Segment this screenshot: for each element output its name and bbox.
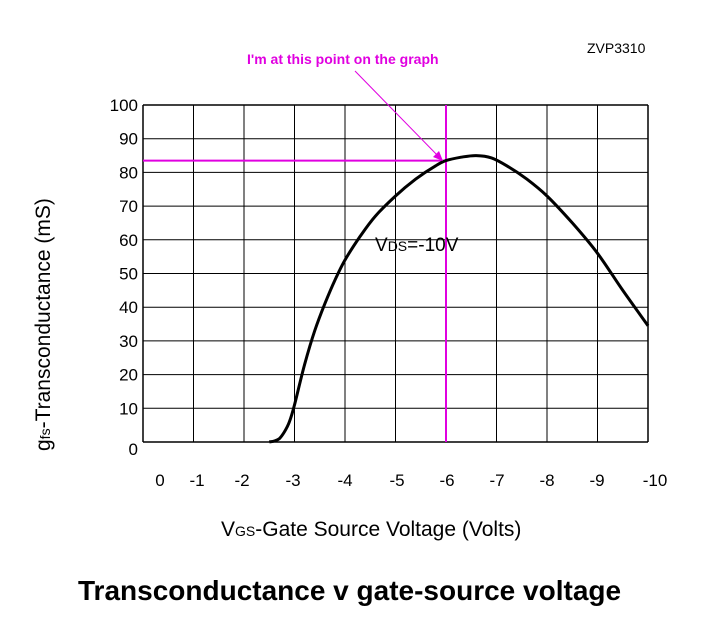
y-tick-label: 20 [119,366,138,385]
x-tick-label: -6 [439,471,454,490]
x-axis-label: VGS-Gate Source Voltage (Volts) [221,518,521,541]
y-axis-label: gfs-Transconductance (mS) [32,198,55,451]
y-tick-label: 100 [110,96,138,115]
annotation-arrowhead [433,151,443,161]
x-tick-label: -7 [489,471,504,490]
y-tick-label: 90 [119,130,138,149]
y-tick-label: 0 [129,440,138,459]
y-tick-label: 80 [119,163,138,182]
x-tick-label: -3 [285,471,300,490]
y-tick-label: 60 [119,231,138,250]
y-tick-label: 70 [119,197,138,216]
x-tick-label: -10 [643,471,668,490]
x-tick-label: -9 [589,471,604,490]
series-label: VDS=-10V [375,235,459,256]
tick-labels: 0 -1 -2 -3 -4 -5 -6 -7 -8 -9 -10 0 10 20 30 40 50 60 70 80 9… [110,96,668,490]
annotation-text: I'm at this point on the graph [247,51,439,67]
y-tick-label: 50 [119,265,138,284]
x-tick-label: -5 [389,471,404,490]
x-tick-label: -2 [234,471,249,490]
y-tick-label: 40 [119,298,138,317]
x-tick-label: -1 [189,471,204,490]
x-tick-label: 0 [155,471,164,490]
chart-title: Transconductance v gate-source voltage [78,575,621,606]
series-line-vds-10v [268,154,650,444]
x-tick-label: -4 [337,471,352,490]
y-tick-label: 30 [119,332,138,351]
x-tick-label: -8 [539,471,554,490]
plot-grid [142,104,649,443]
part-number: ZVP3310 [587,40,646,56]
annotation-arrow [354,70,442,160]
y-tick-label: 10 [119,399,138,418]
